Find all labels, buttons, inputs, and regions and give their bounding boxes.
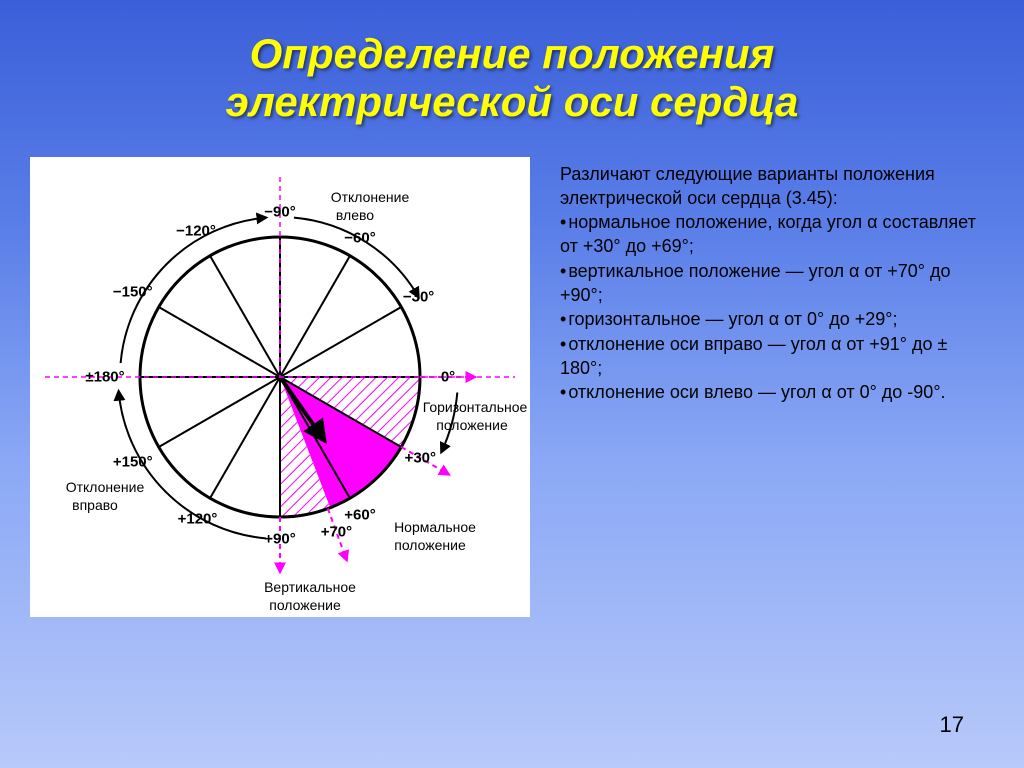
angle-label: −60°: [344, 230, 375, 247]
page-number: 17: [940, 712, 964, 738]
title-line-1: Определение положения: [250, 30, 775, 77]
text-panel: Различают следующие варианты положения э…: [530, 157, 994, 617]
bullet-item: нормальное положение, когда угол α соста…: [560, 210, 994, 259]
region-label: влево: [336, 207, 374, 223]
angle-label: +60°: [344, 507, 375, 524]
region-label: Отклонение: [331, 189, 410, 205]
bullet-item: отклонение оси влево — угол α от 0° до -…: [560, 380, 994, 404]
angle-label: +120°: [178, 511, 218, 528]
angle-label: −90°: [264, 203, 295, 220]
slide-title: Определение положения электрической оси …: [0, 0, 1024, 127]
angle-label: +90°: [264, 530, 295, 547]
region-label: положение: [394, 537, 466, 553]
bullet-item: вертикальное положение — угол α от +70° …: [560, 259, 994, 308]
angle-label: −30°: [403, 288, 434, 305]
region-label: вправо: [72, 497, 118, 513]
angle-label: +30°: [405, 449, 436, 466]
bullet-item: горизонтальное — угол α от 0° до +29°;: [560, 307, 994, 331]
bullet-list: нормальное положение, когда угол α соста…: [560, 210, 994, 404]
region-label: Нормальное: [394, 519, 476, 535]
angle-label: ±180°: [85, 368, 124, 385]
region-label: Отклонение: [66, 479, 145, 495]
region-label: положение: [436, 417, 508, 433]
region-label: Вертикальное: [264, 579, 356, 595]
region-label: положение: [269, 597, 341, 613]
intro-text: Различают следующие варианты положения э…: [560, 162, 994, 211]
angle-label: −150°: [113, 283, 153, 300]
axis-diagram: −90° −60° −30° 0° +30° +60°+70° +90° +120° +150°…: [30, 157, 530, 617]
angle-label: −120°: [176, 223, 216, 240]
angle-label: 0°: [441, 368, 455, 385]
angle-label: +150°: [113, 453, 153, 470]
bullet-item: отклонение оси вправо — угол α от +91° д…: [560, 332, 994, 381]
region-label: Горизонтальное: [423, 399, 528, 415]
content-row: −90° −60° −30° 0° +30° +60°+70° +90° +120° +150°…: [0, 157, 1024, 617]
angle-label: +70°: [321, 523, 352, 540]
title-line-2: электрической оси сердца: [226, 78, 799, 125]
